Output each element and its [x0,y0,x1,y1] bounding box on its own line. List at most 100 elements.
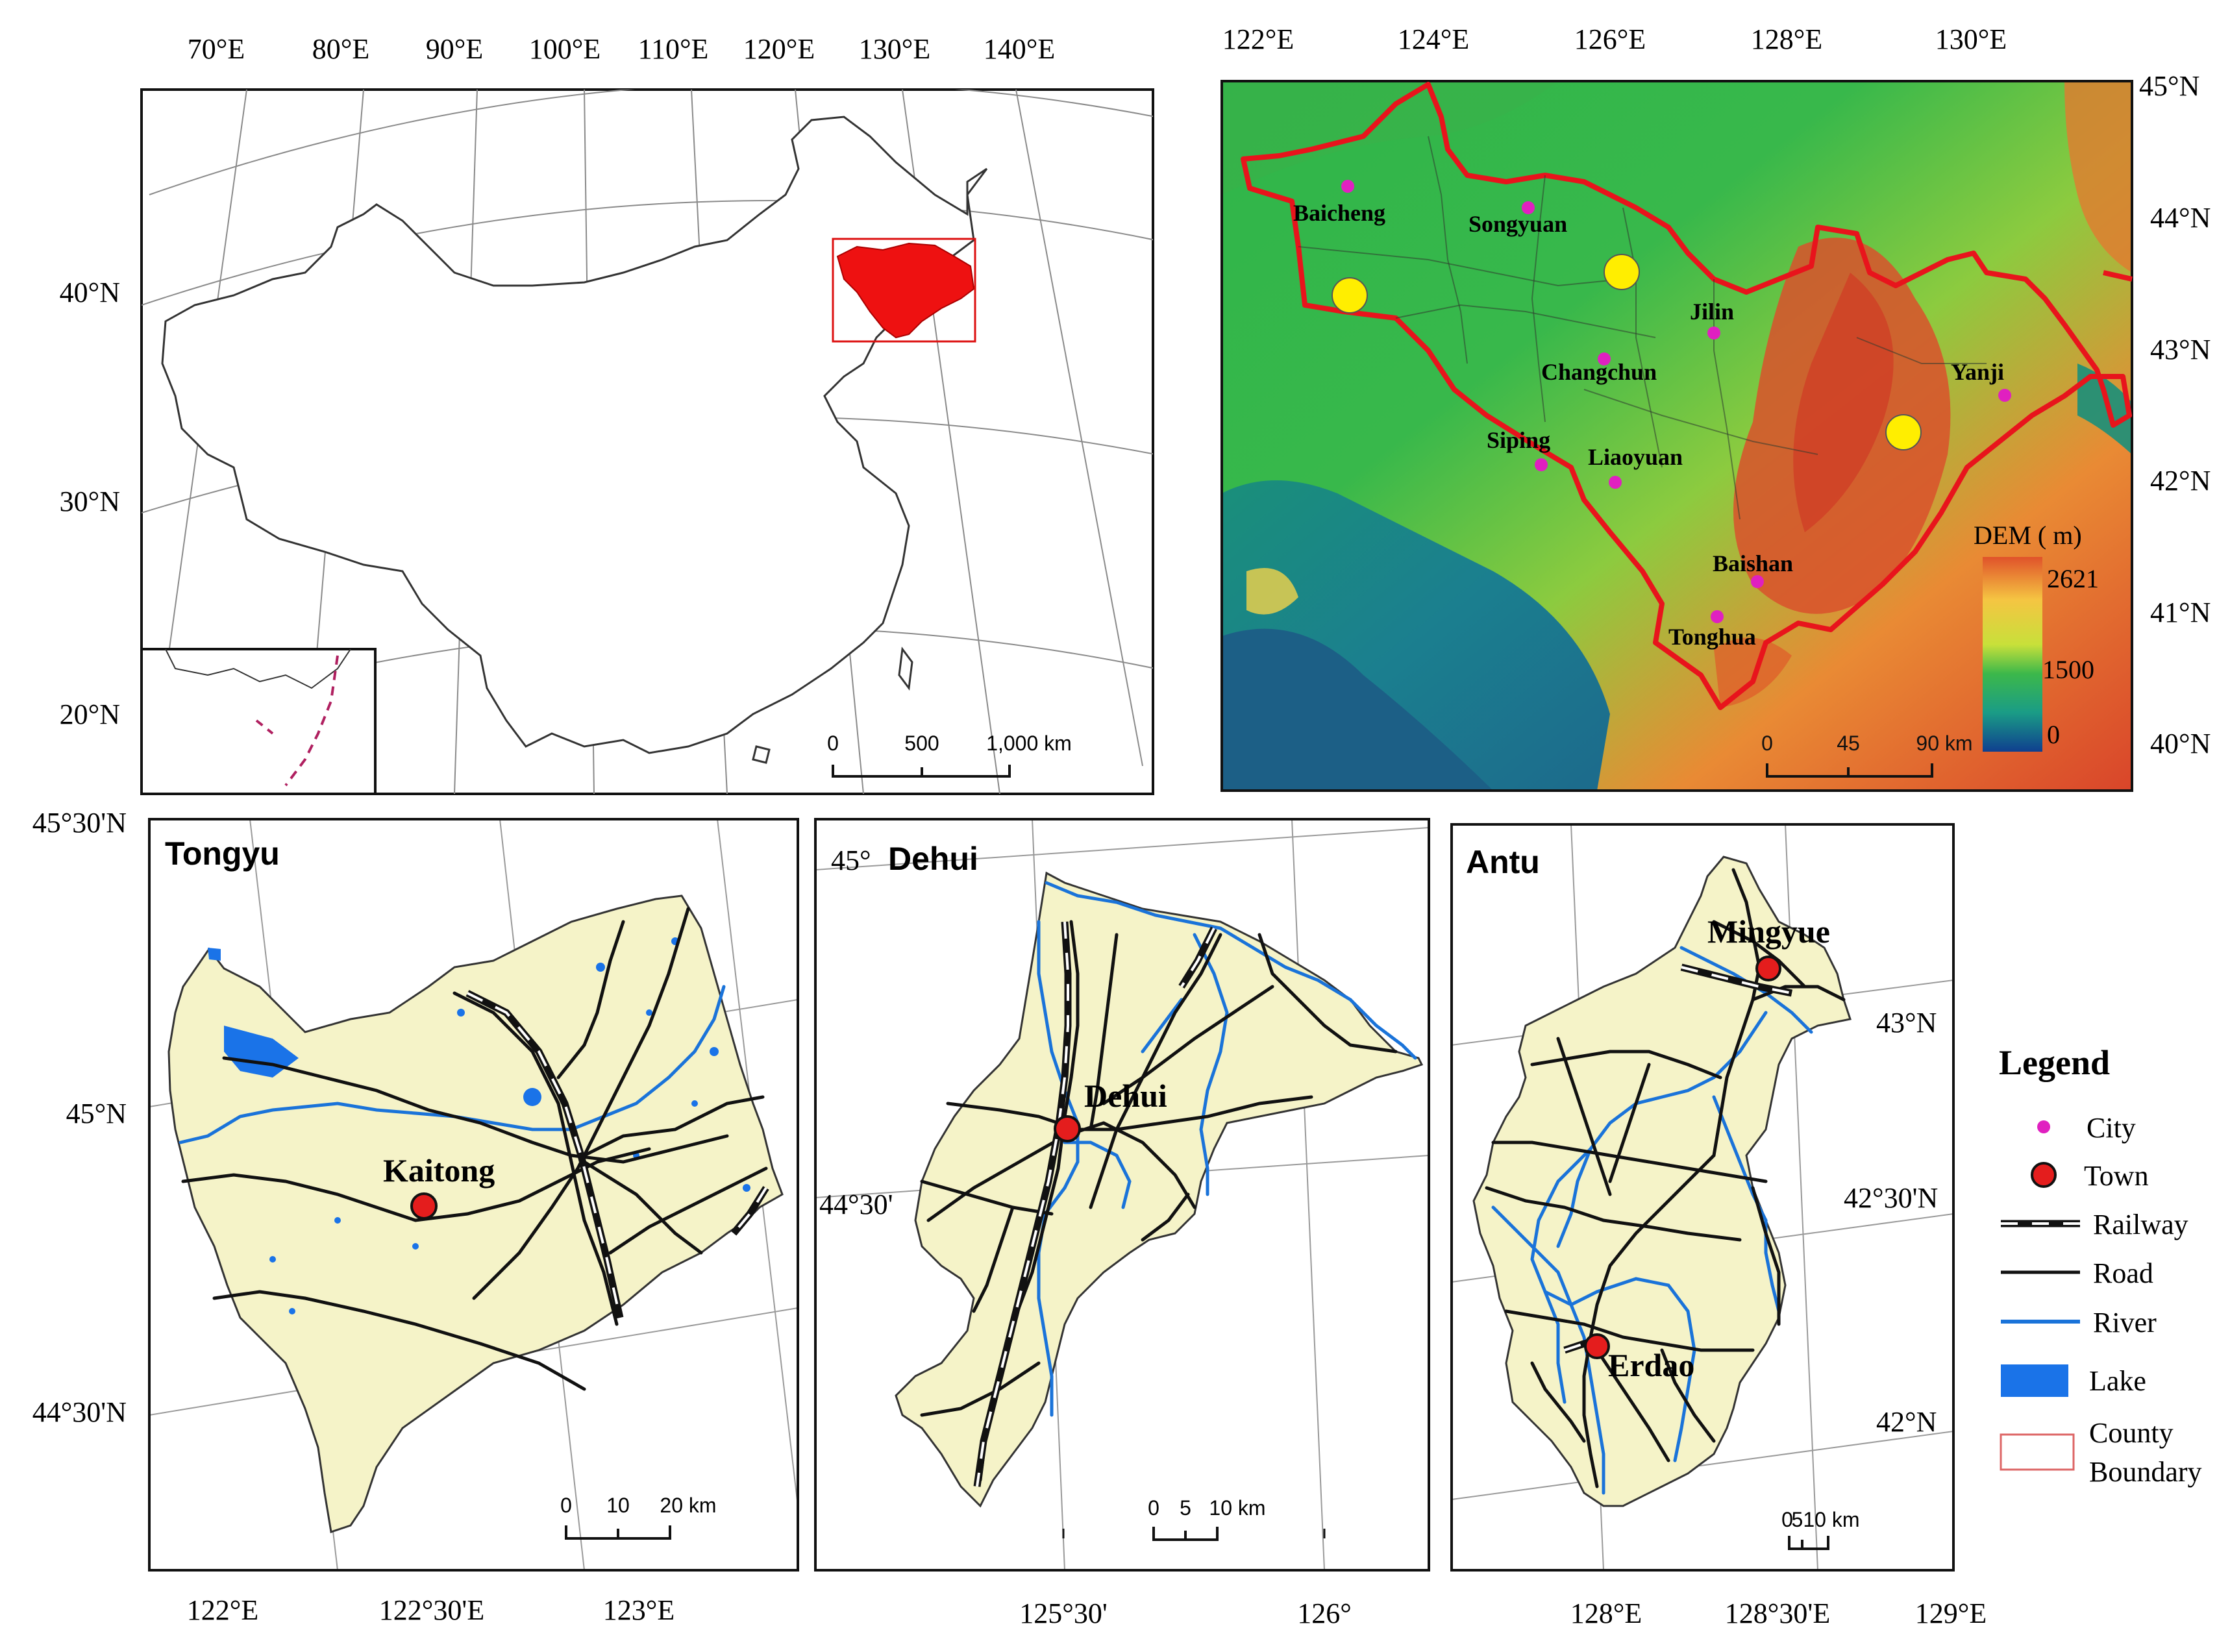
lat-label: 43°N [1876,1007,1937,1039]
scale-label-2: 1,000 km [986,732,1072,755]
city-marker [1609,476,1622,489]
town-label: Dehui [1084,1078,1167,1114]
scale-label-1: 500 [904,732,939,755]
tongyu-frame [148,818,799,1572]
lon-label: 128°E [1751,23,1822,55]
scale-label-2: 90 km [1916,732,1972,755]
lat-label: 44°30'N [32,1396,127,1428]
study-site-antu-marker [1885,414,1922,450]
legend-item-lake: Lake [2089,1365,2146,1397]
tongyu-roads [181,907,768,1391]
legend-item-county: County [2089,1417,2174,1449]
legend-item-boundary: Boundary [2089,1456,2202,1488]
scale-label-1: 10 [606,1494,630,1517]
overview-scale-bar: 0 500 1,000 km [827,732,1072,778]
city-marker [1751,575,1764,588]
colorbar-ramp [1983,557,2042,752]
city-label: Baicheng [1293,200,1385,226]
antu-scale-bar: 0 510 km [1781,1508,1859,1550]
scale-label-0: 0 [1781,1508,1793,1531]
city-label: Jilin [1690,299,1734,325]
lon-label: 70°E [188,33,245,65]
lon-label: 110°E [638,33,709,65]
lat-label: 43°N [2150,334,2211,365]
lon-label: 126° [1297,1597,1352,1629]
dem-panel: Baicheng Songyuan Jilin Changchun Siping… [1220,23,2211,792]
scale-label-1: 5 [1180,1496,1191,1520]
city-marker [1998,389,2011,402]
lat-label: 40°N [60,277,120,308]
dem-county-lines [1298,136,1987,520]
china-outline [161,116,988,754]
legend-item-railway: Railway [2093,1209,2188,1240]
lat-label: 45°N [2139,70,2199,102]
study-site-tongyu-marker [1332,277,1368,314]
lon-label: 122°E [187,1594,258,1626]
city-label: Baishan [1713,550,1793,576]
legend-item-city: City [2087,1112,2136,1144]
scale-label-0: 0 [827,732,839,755]
legend-item-town: Town [2084,1160,2149,1192]
lat-label: 40°N [2150,728,2211,759]
city-marker [1341,180,1354,193]
lat-label: 30°N [60,486,120,517]
inset-dash [255,719,274,735]
dehui-rivers [1037,881,1417,1417]
legend-county-symbol [2000,1433,2075,1471]
tongyu-county-shape [167,894,784,1533]
colorbar-title: DEM ( m) [1974,521,2082,550]
scale-label-0: 0 [1761,732,1773,755]
jilin-boundary [1241,82,2132,710]
inset-coastline [165,648,351,689]
town-marker [1054,1115,1081,1142]
city-marker [1522,201,1535,214]
dem-cities: Baicheng Songyuan Jilin Changchun Siping… [1293,180,2011,650]
lat-label: 41°N [2150,597,2211,628]
panel-title: Antu [1466,844,1540,880]
lon-label: 128°E [1570,1597,1642,1629]
dem-scale-bar: 0 45 90 km [1761,732,1973,778]
panel-title: Tongyu [165,835,280,872]
city-label: Siping [1487,427,1550,453]
lat-label: 45° [831,844,871,876]
scale-label-2: 20 km [660,1494,716,1517]
lon-label: 130°E [1935,23,2007,55]
city-marker [1707,327,1720,339]
lon-label: 124°E [1398,23,1469,55]
town-label: Mingyue [1707,913,1830,950]
legend-title: Legend [1999,1043,2110,1082]
lat-label: 42°N [2150,465,2211,497]
tongyu-lakes [208,937,750,1314]
dem-colorbar: DEM ( m) 2621 1500 0 [1974,521,2099,752]
town-label: Erdao [1608,1347,1694,1383]
legend: Legend City Town Railway Road River Lake… [1999,1043,2202,1488]
dem-raster [1222,81,2132,791]
lat-label: 44°30' [819,1189,893,1220]
lon-label: 123°E [603,1594,675,1626]
antu-frame [1450,823,1955,1572]
scale-label-1: 510 km [1792,1508,1860,1531]
legend-city-symbol [2037,1120,2050,1133]
city-label: Liaoyuan [1588,444,1683,470]
dem-frame [1220,80,2133,792]
hainan-outline [752,745,771,764]
town-label: Kaitong [383,1152,495,1189]
tongyu-panel: Kaitong Tongyu 0 10 20 km 45°30'N 45°N 4… [32,807,799,1626]
colorbar-mid: 1500 [2042,655,2094,684]
antu-panel: Mingyue Erdao Antu 43°N 42°30'N 42°N 0 5… [1450,823,1987,1629]
lat-label: 20°N [60,698,120,730]
overview-panel: 0 500 1,000 km 70°E 80°E 90°E 100°E 110°… [60,33,1154,795]
colorbar-min: 0 [2047,720,2060,749]
scale-label-2: 10 km [1209,1496,1265,1520]
lon-label: 140°E [984,33,1055,65]
lon-label: 120°E [743,33,815,65]
lon-label: 128°30'E [1725,1597,1830,1629]
antu-roads [1485,868,1846,1488]
city-label: Yanji [1951,359,2004,385]
lon-label: 125°30' [1019,1597,1108,1629]
city-marker [1535,458,1548,471]
legend-item-road: Road [2093,1257,2153,1289]
legend-item-river: River [2093,1307,2157,1338]
jilin-boundary-east [2103,270,2133,282]
lon-label: 126°E [1574,23,1646,55]
